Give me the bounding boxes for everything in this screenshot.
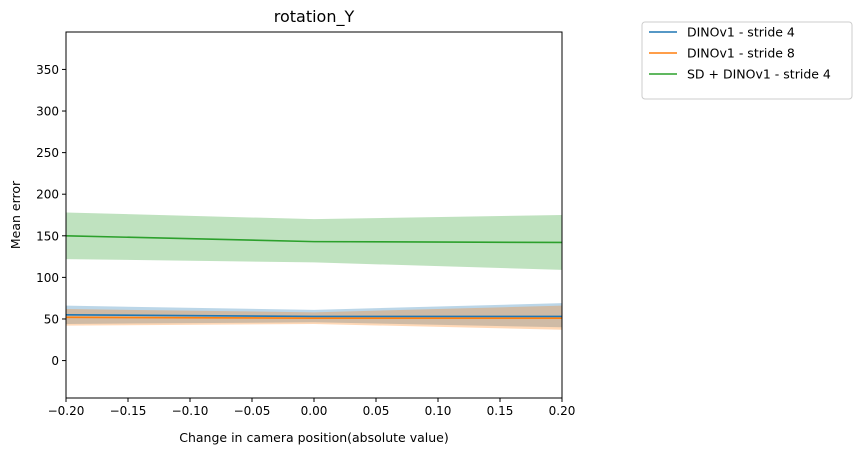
- y-tick-label: 200: [36, 188, 59, 202]
- x-tick-label: 0.05: [363, 404, 390, 418]
- x-tick-label: −0.15: [110, 404, 147, 418]
- legend: DINOv1 - stride 4 DINOv1 - stride 8 SD + D…: [641, 21, 853, 100]
- y-axis-ticks: 0 50 100 150 200 250 300 350: [36, 63, 66, 368]
- chart-title: rotation_Y: [274, 7, 355, 27]
- legend-label-2: DINOv1 - stride 8: [687, 46, 795, 61]
- legend-box: [641, 21, 853, 100]
- y-tick-label: 50: [44, 312, 59, 326]
- y-axis-label: Mean error: [8, 180, 23, 249]
- x-tick-label: −0.10: [172, 404, 209, 418]
- x-tick-label: 0.00: [301, 404, 328, 418]
- series-line-1: [65, 314, 562, 318]
- y-tick-label: 150: [36, 229, 59, 243]
- x-tick-label: 0.10: [425, 404, 452, 418]
- confidence-bands: [66, 212, 562, 330]
- x-tick-label: −0.20: [48, 404, 85, 418]
- series-lines: [65, 234, 563, 319]
- y-tick-label: 250: [36, 146, 59, 160]
- series-line-3: [65, 234, 563, 244]
- x-tick-label: 0.20: [549, 404, 576, 418]
- legend-label-1: DINOv1 - stride 4: [687, 25, 795, 40]
- series-line-2: [65, 316, 562, 319]
- x-axis-label: Change in camera position(absolute value…: [179, 430, 449, 445]
- y-tick-label: 350: [36, 63, 59, 77]
- y-tick-label: 0: [51, 354, 59, 368]
- x-tick-label: 0.15: [487, 404, 514, 418]
- x-axis-ticks: −0.20 −0.15 −0.10 −0.05 0.00 0.05 0.10 0.15 0.20: [48, 398, 576, 418]
- x-tick-label: −0.05: [234, 404, 271, 418]
- legend-label-3: SD + DINOv1 - stride 4: [687, 67, 831, 82]
- confidence-band-1: [66, 303, 562, 328]
- y-tick-label: 100: [36, 271, 59, 285]
- y-tick-label: 300: [36, 105, 59, 119]
